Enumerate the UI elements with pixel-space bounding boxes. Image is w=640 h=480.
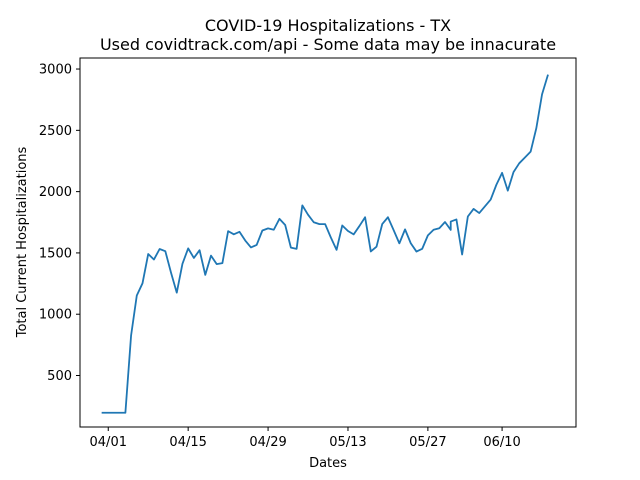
x-tick-label: 04/29 [249, 435, 286, 450]
y-axis-label: Total Current Hospitalizations [15, 146, 30, 338]
x-tick-label: 04/15 [169, 435, 206, 450]
x-tick-label: 06/10 [483, 435, 520, 450]
y-tick-label: 2500 [39, 124, 72, 139]
y-tick-label: 1500 [39, 246, 72, 261]
chart-subtitle: Used covidtrack.com/api - Some data may … [100, 35, 556, 54]
y-tick-label: 500 [47, 369, 72, 384]
x-tick-label: 05/27 [409, 435, 446, 450]
y-tick-label: 1000 [39, 308, 72, 323]
x-axis-label: Dates [309, 456, 347, 471]
y-axis: 500 1000 1500 2000 2500 3000 [39, 63, 80, 384]
x-tick-label: 05/13 [329, 435, 366, 450]
chart-title: COVID-19 Hospitalizations - TX [205, 16, 451, 35]
x-axis: 04/01 04/15 04/29 05/13 05/27 06/10 [90, 427, 521, 450]
y-tick-label: 2000 [39, 185, 72, 200]
x-tick-label: 04/01 [90, 435, 127, 450]
y-tick-label: 3000 [39, 63, 72, 78]
plot-area [79, 57, 577, 428]
series-group [101, 74, 549, 414]
series-line [101, 74, 549, 414]
